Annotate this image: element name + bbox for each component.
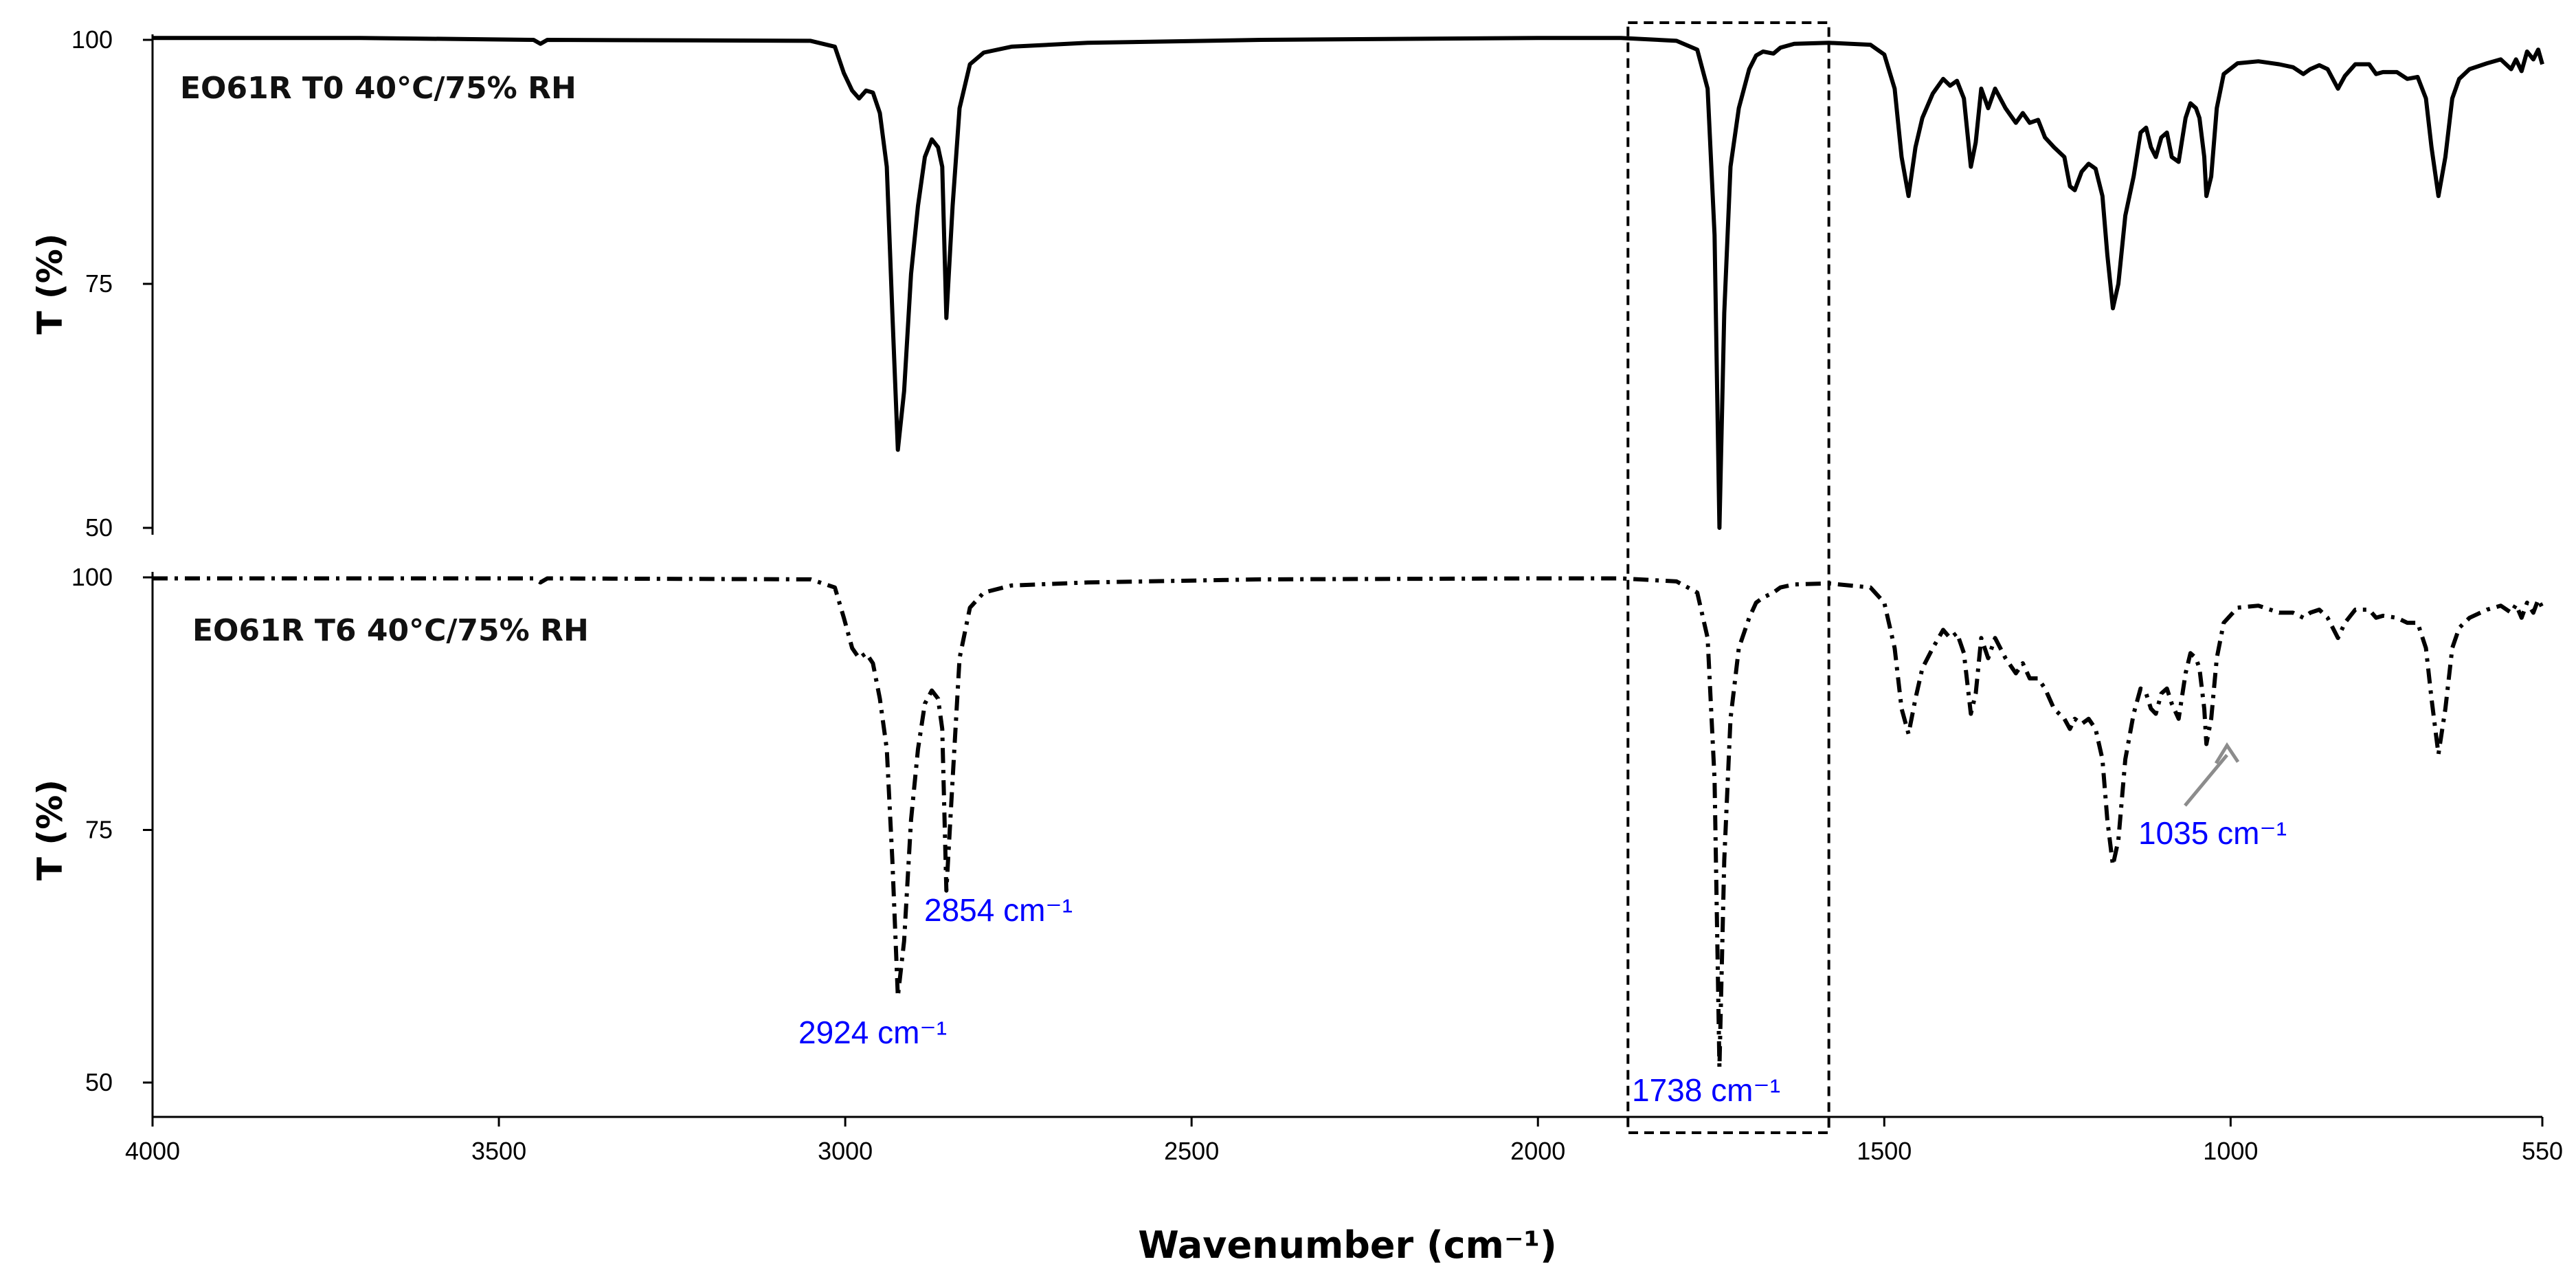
- x-tick-label: 2500: [1164, 1137, 1219, 1165]
- x-tick-label: 2000: [1510, 1137, 1565, 1165]
- x-tick-label: 4000: [125, 1137, 180, 1165]
- x-axis-title: Wavenumber (cm⁻¹): [1138, 1223, 1557, 1267]
- annotation-arrow-line: [2184, 753, 2228, 807]
- y-tick-label: 100: [71, 25, 113, 54]
- series-label: EO61R T6 40°C/75% RH: [192, 613, 589, 648]
- labels-group: 50 75 100 T (%) 50 75 100 T (%) 4000 3500 3000 2500…: [30, 25, 2563, 1267]
- peak-annotation: 2924 cm⁻¹: [798, 1015, 947, 1050]
- axes-group: [143, 34, 2544, 1127]
- series-label: EO61R T0 40°C/75% RH: [180, 71, 576, 106]
- highlight-box-group: [1626, 21, 1830, 1134]
- series-group: [153, 36, 2544, 1069]
- x-tick-label: 1500: [1857, 1137, 1912, 1165]
- peak-annotation: 1035 cm⁻¹: [2138, 815, 2287, 851]
- y-tick-label: 75: [85, 816, 113, 844]
- highlight-dashed-box: [1626, 21, 1830, 1134]
- y-tick-label: 100: [71, 563, 113, 591]
- y-tick-label: 50: [85, 1068, 113, 1096]
- y-tick-label: 75: [85, 269, 113, 298]
- annotation-arrow-head: [2214, 742, 2240, 764]
- x-tick-label: 3000: [818, 1137, 873, 1165]
- y-axis-title: T (%): [30, 779, 70, 880]
- y-axis-title: T (%): [30, 233, 70, 334]
- series-line-t0: [153, 36, 2544, 530]
- y-tick-label: 50: [85, 513, 113, 542]
- x-tick-label: 3500: [471, 1137, 526, 1165]
- series-line-t6: [153, 576, 2544, 1069]
- peak-annotation: 1738 cm⁻¹: [1632, 1072, 1780, 1108]
- peak-annotation: 2854 cm⁻¹: [924, 892, 1073, 928]
- x-tick-label: 550: [2522, 1137, 2563, 1165]
- x-tick-label: 1000: [2203, 1137, 2258, 1165]
